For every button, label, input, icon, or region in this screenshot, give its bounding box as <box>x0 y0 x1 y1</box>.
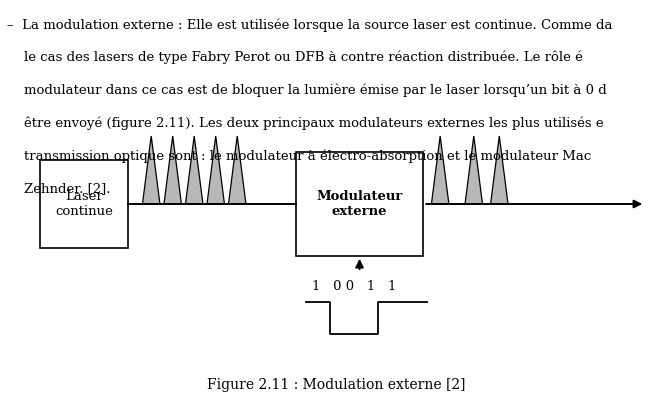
Text: le cas des lasers de type Fabry Perot ou DFB à contre réaction distribuée. Le rô: le cas des lasers de type Fabry Perot ou… <box>7 51 583 64</box>
Bar <box>296 152 423 256</box>
Text: Laser
continue: Laser continue <box>55 190 113 218</box>
Polygon shape <box>142 136 160 204</box>
Polygon shape <box>207 136 224 204</box>
Text: modulateur dans ce cas est de bloquer la lumière émise par le laser lorsqu’un bi: modulateur dans ce cas est de bloquer la… <box>7 84 606 97</box>
Text: être envoyé (figure 2.11). Les deux principaux modulateurs externes les plus uti: être envoyé (figure 2.11). Les deux prin… <box>7 116 603 130</box>
Bar <box>40 160 128 248</box>
Text: Zehnder. [2].: Zehnder. [2]. <box>7 182 110 195</box>
Text: Modulateur
externe: Modulateur externe <box>317 190 403 218</box>
Polygon shape <box>228 136 246 204</box>
Text: –  La modulation externe : Elle est utilisée lorsque la source laser est continu: – La modulation externe : Elle est utili… <box>7 18 612 32</box>
Text: transmission optique sont : le modulateur à électro-absorption et le modulateur : transmission optique sont : le modulateu… <box>7 149 591 163</box>
Polygon shape <box>491 136 508 204</box>
Text: Figure 2.11 : Modulation externe [2]: Figure 2.11 : Modulation externe [2] <box>207 378 465 392</box>
Text: 1   0 0   1   1: 1 0 0 1 1 <box>312 280 396 292</box>
Polygon shape <box>465 136 482 204</box>
Polygon shape <box>185 136 203 204</box>
Polygon shape <box>431 136 449 204</box>
Polygon shape <box>164 136 181 204</box>
